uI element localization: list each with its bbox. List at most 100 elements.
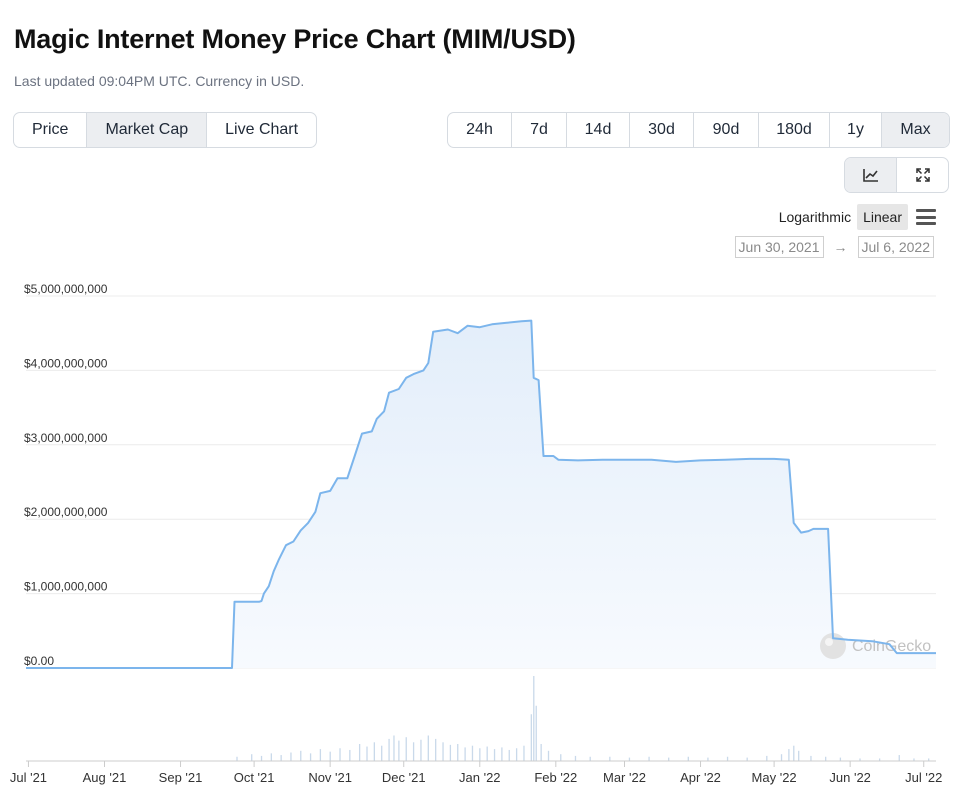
volume-bar	[236, 756, 238, 761]
volume-bar	[788, 749, 790, 761]
volume-bar	[533, 676, 535, 761]
range-180d[interactable]: 180d	[759, 113, 830, 147]
range-90d[interactable]: 90d	[694, 113, 759, 147]
scale-logarithmic[interactable]: Logarithmic	[778, 209, 852, 225]
volume-bar	[508, 749, 510, 761]
y-tick-label: $2,000,000,000	[24, 505, 108, 519]
range-24h[interactable]: 24h	[448, 113, 512, 147]
volume-bar	[493, 749, 496, 761]
range-tabs: 24h 7d 14d 30d 90d 180d 1y Max	[447, 112, 950, 148]
scale-selector: Logarithmic Linear	[773, 204, 936, 230]
volume-bar	[393, 735, 395, 761]
volume-bar	[878, 758, 881, 761]
volume-bar	[260, 755, 263, 761]
volume-bar	[349, 749, 351, 761]
range-30d[interactable]: 30d	[630, 113, 694, 147]
line-chart-button[interactable]	[845, 158, 897, 192]
tab-market-cap[interactable]: Market Cap	[87, 113, 208, 147]
y-tick-label: $1,000,000,000	[24, 580, 108, 594]
volume-bar	[479, 748, 481, 761]
volume-bar	[839, 757, 842, 761]
volume-bar	[574, 755, 577, 761]
volume-bar	[381, 745, 383, 761]
y-tick-label: $5,000,000,000	[24, 282, 108, 296]
x-tick-label: Apr '22	[680, 770, 721, 785]
fullscreen-icon	[915, 168, 930, 182]
arrow-right-icon: →	[833, 239, 848, 255]
volume-bar	[309, 753, 312, 761]
tab-price[interactable]: Price	[14, 113, 88, 147]
volume-bar	[798, 750, 800, 761]
tab-live-chart[interactable]: Live Chart	[225, 121, 299, 138]
volume-bar	[628, 757, 631, 761]
volume-bar	[388, 738, 390, 761]
y-tick-label: $0.00	[24, 654, 54, 668]
volume-bar	[420, 739, 422, 761]
volume-bar	[398, 740, 400, 761]
volume-bar	[435, 738, 437, 761]
volume-bar	[547, 750, 550, 761]
fullscreen-button[interactable]	[897, 158, 948, 192]
volume-bars	[236, 676, 930, 761]
volume-bar	[280, 755, 282, 761]
volume-bar	[859, 758, 861, 761]
x-tick-label: Oct '21	[234, 770, 275, 785]
volume-bar	[405, 737, 407, 761]
x-tick-label: Feb '22	[534, 770, 577, 785]
x-tick-label: Jun '22	[829, 770, 871, 785]
y-tick-label: $3,000,000,000	[24, 431, 108, 445]
volume-bar	[457, 744, 459, 761]
volume-bar	[270, 753, 272, 761]
volume-bar	[540, 744, 542, 761]
x-tick-label: Sep '21	[159, 770, 203, 785]
volume-bar	[442, 742, 444, 761]
volume-bar	[339, 748, 341, 761]
volume-bar	[427, 735, 429, 761]
x-tick-label: Aug '21	[83, 770, 127, 785]
line-chart-icon	[862, 169, 878, 182]
volume-bar	[825, 756, 827, 761]
volume-bar	[530, 714, 532, 761]
y-axis-labels: $0.00 $1,000,000,000 $2,000,000,000 $3,000,…	[24, 282, 108, 668]
range-max[interactable]: Max	[882, 113, 949, 147]
volume-bar	[373, 742, 376, 761]
volume-bar	[358, 744, 361, 761]
volume-bar	[471, 745, 474, 761]
x-tick-label: Nov '21	[308, 770, 352, 785]
volume-bar	[780, 754, 783, 761]
range-1y[interactable]: 1y	[830, 113, 882, 147]
x-tick-label: May '22	[752, 770, 797, 785]
volume-bar	[766, 755, 768, 761]
volume-bar	[412, 742, 415, 761]
range-14d[interactable]: 14d	[567, 113, 630, 147]
volume-bar	[898, 755, 900, 761]
volume-bar	[329, 751, 331, 761]
x-tick-label: Jan '22	[459, 770, 501, 785]
x-tick-label: Dec '21	[382, 770, 426, 785]
x-axis: Jul '21 Aug '21 Sep '21 Oct '21 Nov '21 Dec '…	[10, 761, 942, 785]
volume-bar	[913, 758, 915, 761]
volume-bar	[746, 757, 748, 761]
volume-bar	[609, 756, 611, 761]
last-updated-text: Last updated 09:04PM UTC. Currency in US…	[14, 73, 305, 89]
volume-bar	[501, 747, 503, 761]
volume-bar	[668, 757, 670, 761]
volume-bar	[523, 745, 525, 761]
date-range: Jun 30, 2021 → Jul 6, 2022	[734, 236, 934, 258]
volume-bar	[928, 758, 930, 761]
volume-bar	[290, 752, 292, 761]
market-cap-chart: $0.00 $1,000,000,000 $2,000,000,000 $3,000,…	[10, 282, 942, 785]
hamburger-menu-icon[interactable]	[916, 209, 936, 225]
range-7d[interactable]: 7d	[512, 113, 567, 147]
volume-bar	[589, 756, 591, 761]
x-tick-label: Mar '22	[603, 770, 646, 785]
volume-bar	[300, 750, 302, 761]
x-tick-label: Jul '22	[905, 770, 942, 785]
volume-bar	[560, 754, 562, 761]
volume-bar	[486, 746, 488, 761]
scale-linear[interactable]: Linear	[857, 204, 908, 230]
date-to-input[interactable]: Jul 6, 2022	[857, 236, 934, 258]
date-from-input[interactable]: Jun 30, 2021	[734, 236, 824, 258]
volume-bar	[449, 744, 452, 761]
volume-bar	[515, 748, 518, 761]
